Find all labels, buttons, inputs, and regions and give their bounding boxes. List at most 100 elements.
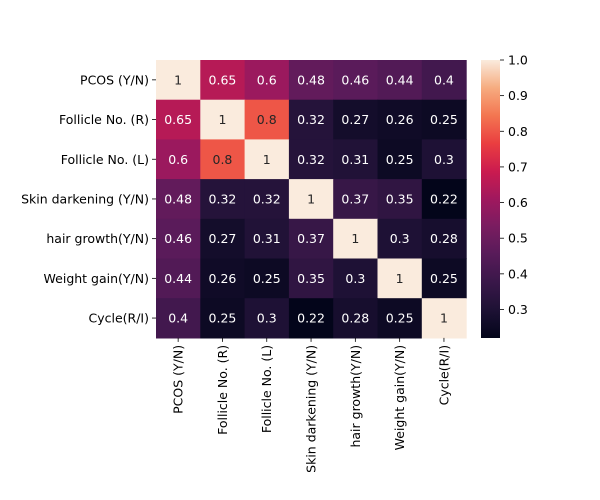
column-label-cycle-r-i: Cycle(R/I)	[436, 345, 451, 406]
row-label-pcos-y-n: PCOS (Y/N)	[80, 72, 149, 87]
heatmap-cell-r3-c1	[200, 179, 246, 220]
cell-value-label: 0.25	[386, 311, 414, 326]
heatmap-cell-r2-c3	[288, 139, 334, 180]
heatmap-cell-r2-c6	[421, 139, 467, 180]
heatmap-cell-r2-c4	[333, 139, 379, 180]
heatmap-cell-r1-c1	[200, 99, 246, 140]
heatmap-cell-r6-c3	[288, 298, 334, 339]
heatmap-cell-r0-c1	[200, 60, 246, 101]
cell-value-label: 0.65	[209, 72, 237, 87]
heatmap-cell-r1-c6	[421, 99, 467, 140]
heatmap-cell-r5-c0	[156, 258, 201, 299]
heatmap-cell-r0-c0	[156, 60, 201, 101]
row-label-weight-gain-y-n: Weight gain(Y/N)	[44, 271, 149, 286]
heatmap-cell-r1-c2	[244, 99, 290, 140]
heatmap-cell-r4-c5	[377, 218, 423, 260]
heatmap-cell-r4-c6	[421, 218, 467, 260]
cell-value-label: 0.8	[257, 112, 277, 127]
cell-value-label: 0.3	[257, 311, 277, 326]
column-label-hair-growth-y-n: hair growth(Y/N)	[348, 345, 363, 448]
cell-value-label: 1	[440, 311, 448, 326]
cell-value-label: 0.6	[168, 152, 188, 167]
cell-value-label: 0.26	[386, 112, 414, 127]
heatmap-cell-r3-c4	[333, 179, 379, 220]
cell-value-label: 1	[174, 72, 182, 87]
column-label-weight-gain-y-n: Weight gain(Y/N)	[392, 345, 407, 450]
colorbar-tick-label: 1.0	[508, 53, 528, 68]
cell-value-label: 0.44	[164, 271, 192, 286]
heatmap-cells	[156, 60, 467, 339]
heatmap-cell-r0-c4	[333, 60, 379, 101]
colorbar: 1.0 0.9 0.8 0.7 0.6 0.5 0.4 0.3	[481, 53, 528, 338]
row-label-hair-growth-y-n: hair growth(Y/N)	[46, 231, 149, 246]
cell-value-label: 1	[218, 112, 226, 127]
heatmap-cell-r0-c5	[377, 60, 423, 101]
row-label-skin-darkening-y-n: Skin darkening (Y/N)	[21, 191, 149, 206]
heatmap-cell-r4-c0	[156, 218, 201, 260]
heatmap-cell-r1-c4	[333, 99, 379, 140]
cell-value-label: 0.32	[209, 191, 237, 206]
colorbar-tick-label: 0.7	[508, 159, 528, 174]
row-label-follicle-no-r: Follicle No. (R)	[59, 112, 149, 127]
heatmap-cell-r2-c1	[200, 139, 246, 180]
cell-value-label: 0.32	[253, 191, 281, 206]
colorbar-tick-label: 0.5	[508, 231, 528, 246]
heatmap-cell-r0-c2	[244, 60, 290, 101]
cell-value-label: 0.25	[430, 112, 458, 127]
column-label-pcos-y-n: PCOS (Y/N)	[171, 345, 186, 414]
cell-value-label: 1	[396, 271, 404, 286]
cell-value-label: 0.35	[386, 191, 414, 206]
cell-value-label: 0.22	[297, 311, 325, 326]
cell-value-label: 0.65	[164, 112, 192, 127]
heatmap-cell-r6-c0	[156, 298, 201, 339]
heatmap-cell-r5-c6	[421, 258, 467, 299]
cell-value-label: 0.4	[434, 72, 454, 87]
cell-value-label: 0.28	[341, 311, 369, 326]
column-tick-labels: PCOS (Y/N) Follicle No. (R) Follicle No. (…	[171, 337, 451, 473]
column-label-follicle-no-r: Follicle No. (R)	[215, 345, 230, 435]
heatmap-cell-r2-c0	[156, 139, 201, 180]
heatmap-cell-r4-c3	[288, 218, 334, 260]
cell-value-label: 0.3	[390, 231, 410, 246]
heatmap-cell-r4-c4	[333, 218, 379, 260]
cell-value-label: 0.27	[209, 231, 237, 246]
heatmap-cell-r2-c2	[244, 139, 290, 180]
cell-value-label: 1	[351, 231, 359, 246]
heatmap-cell-r3-c6	[421, 179, 467, 220]
cell-value-label: 0.25	[430, 271, 458, 286]
heatmap-cell-r6-c5	[377, 298, 423, 339]
heatmap-cell-r6-c6	[421, 298, 467, 339]
cell-value-label: 0.48	[297, 72, 325, 87]
colorbar-tick-label: 0.3	[508, 302, 528, 317]
heatmap-cell-r5-c1	[200, 258, 246, 299]
cell-value-label: 0.8	[213, 152, 233, 167]
cell-value-label: 0.25	[253, 271, 281, 286]
cell-value-label: 0.46	[341, 72, 369, 87]
heatmap-cell-r3-c3	[288, 179, 334, 220]
heatmap-cell-labels: 1 0.65 0.6 0.48 0.46 0.44 0.4 0.65 1 0.8 0.32 0.27 0…	[164, 72, 458, 325]
heatmap-cell-r1-c5	[377, 99, 423, 140]
cell-value-label: 0.32	[297, 112, 325, 127]
heatmap-cell-r4-c2	[244, 218, 290, 260]
cell-value-label: 0.48	[164, 191, 192, 206]
cell-value-label: 0.37	[297, 231, 325, 246]
cell-value-label: 0.28	[430, 231, 458, 246]
cell-value-label: 0.3	[345, 271, 365, 286]
cell-value-label: 0.31	[253, 231, 281, 246]
cell-value-label: 0.46	[164, 231, 192, 246]
heatmap-cell-r5-c5	[377, 258, 423, 299]
cell-value-label: 1	[307, 191, 315, 206]
cell-value-label: 0.32	[297, 152, 325, 167]
cell-value-label: 0.22	[430, 191, 458, 206]
cell-value-label: 0.6	[257, 72, 277, 87]
heatmap-cell-r3-c2	[244, 179, 290, 220]
heatmap-cell-r0-c6	[421, 60, 467, 101]
heatmap-cell-r6-c4	[333, 298, 379, 339]
heatmap-cell-r3-c0	[156, 179, 201, 220]
cell-value-label: 0.31	[341, 152, 369, 167]
colorbar-tick-label: 0.6	[508, 195, 528, 210]
heatmap-cell-r2-c5	[377, 139, 423, 180]
row-tick-labels: PCOS (Y/N) Follicle No. (R) Follicle No. (…	[21, 72, 156, 326]
heatmap-cell-r1-c3	[288, 99, 334, 140]
heatmap-cell-r5-c3	[288, 258, 334, 299]
